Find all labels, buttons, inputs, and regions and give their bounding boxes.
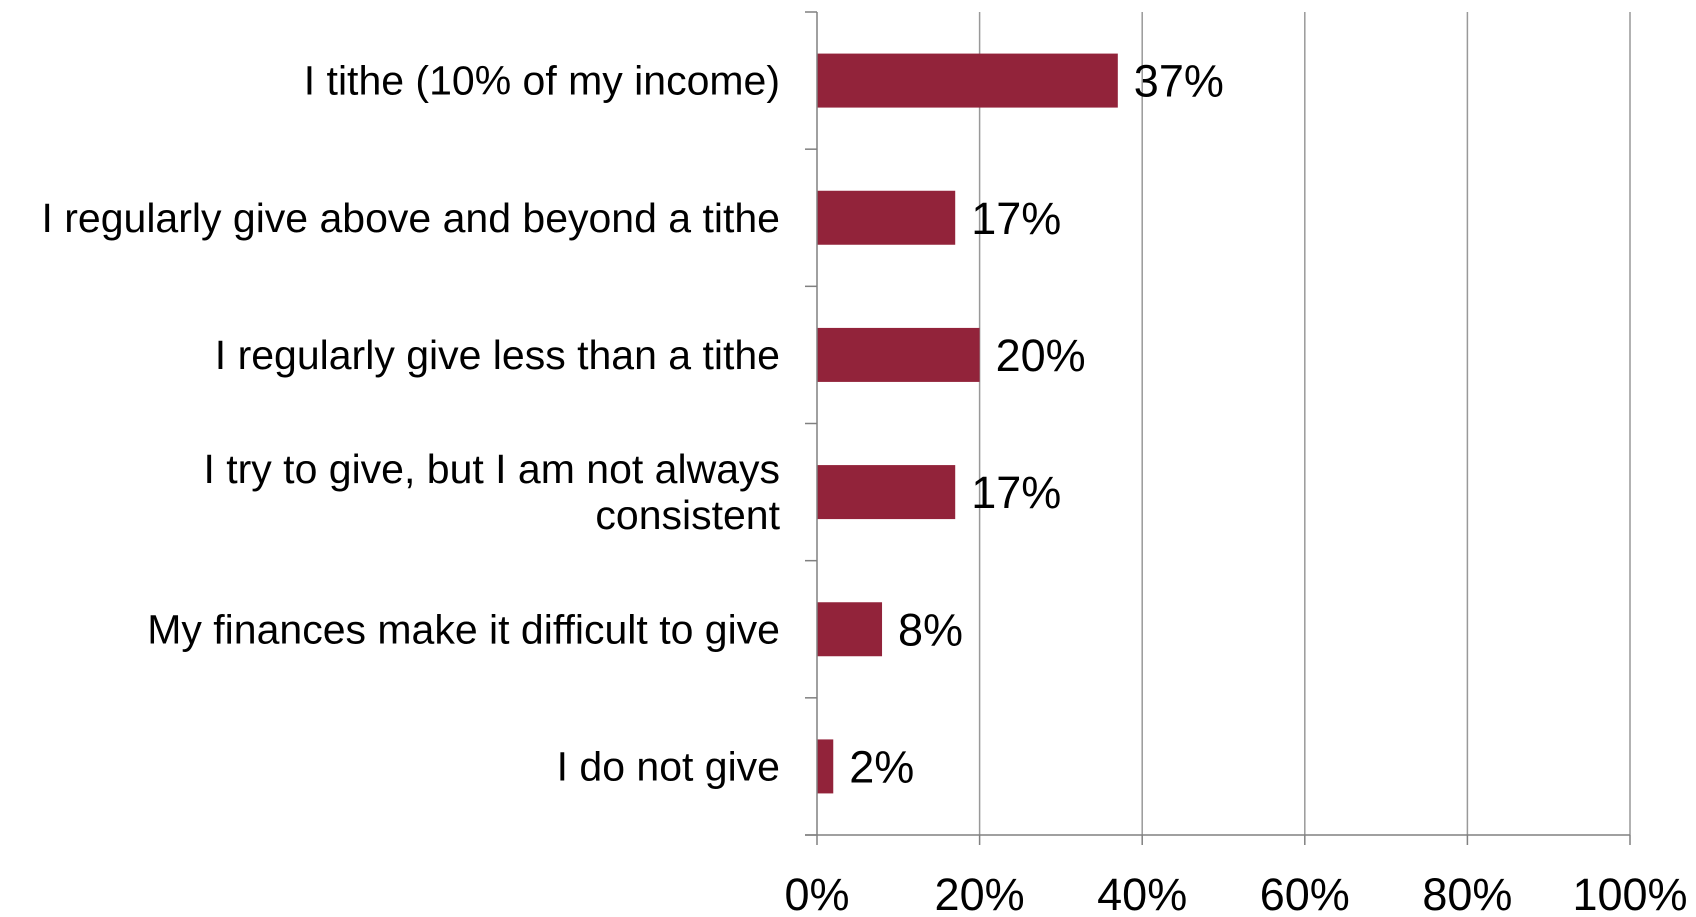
category-label: I try to give, but I am not always consis… [203,446,780,538]
category-label: I regularly give less than a tithe [215,332,780,378]
category-label: I regularly give above and beyond a tith… [41,195,780,241]
x-tick-label: 40% [1097,869,1187,917]
category-labels: I tithe (10% of my income) I regularly gi… [41,58,780,790]
category-label-line: I do not give [557,743,780,789]
value-label: 2% [849,741,914,792]
category-label-line: I regularly give above and beyond a tith… [41,195,780,241]
bar [817,739,834,794]
value-label: 37% [1134,56,1224,107]
bar [817,465,956,520]
gridlines [978,12,1631,835]
x-tick-labels: 0% 20% 40% 60% 80% 100% [784,869,1687,917]
x-tick-label: 0% [784,869,849,917]
x-tick-label: 20% [935,869,1025,917]
value-label: 8% [898,604,963,655]
category-label-line: I regularly give less than a tithe [215,332,780,378]
bar [817,602,883,657]
value-label: 20% [996,330,1086,381]
category-label: I do not give [557,743,780,789]
value-labels: 37% 17% 20% 17% 8% 2% [849,56,1224,793]
axes [805,11,1631,845]
bar [817,327,980,382]
category-label-line: I try to give, but I am not always [203,446,780,492]
value-label: 17% [971,193,1061,244]
x-tick-label: 100% [1572,869,1687,917]
category-label-line: I tithe (10% of my income) [304,58,780,104]
x-tick-label: 80% [1422,869,1512,917]
bar [817,190,956,245]
bars [817,53,1118,794]
category-label: I tithe (10% of my income) [304,58,780,104]
category-label-line: consistent [595,492,780,538]
value-label: 17% [971,467,1061,518]
category-label-line: My finances make it difficult to give [147,606,780,652]
category-label: My finances make it difficult to give [147,606,780,652]
bar [817,53,1118,108]
x-tick-label: 60% [1260,869,1350,917]
